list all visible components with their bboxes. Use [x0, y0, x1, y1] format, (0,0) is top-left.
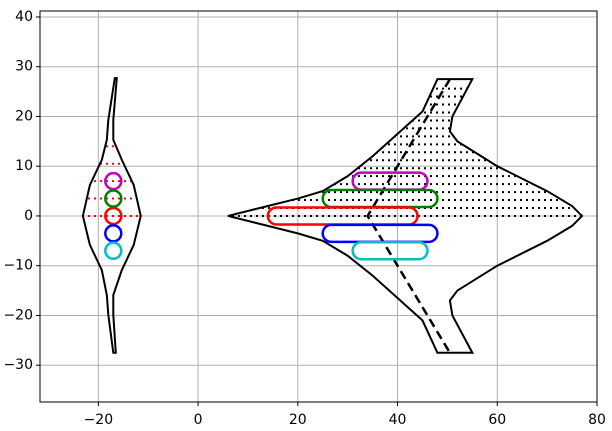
plot-frame	[39, 10, 598, 403]
circle-marker	[104, 189, 123, 208]
capsule	[351, 241, 429, 261]
y-tick-label: 10	[15, 158, 33, 174]
capsule	[321, 188, 439, 209]
capsule	[351, 171, 429, 191]
outline	[227, 78, 584, 354]
y-tick-label: 20	[15, 108, 33, 124]
hatch-group	[227, 87, 583, 217]
circle-marker	[104, 206, 123, 226]
y-tick-label: −30	[3, 357, 33, 373]
hatch-group	[82, 145, 141, 217]
y-tick-label: −10	[3, 258, 33, 274]
x-tick-label: 0	[194, 412, 203, 428]
y-tick-label: 0	[24, 208, 33, 224]
circle-marker	[104, 224, 123, 243]
capsule	[321, 223, 439, 244]
y-tick-label: 40	[15, 9, 33, 25]
outline	[81, 77, 142, 354]
circle-marker	[104, 171, 123, 191]
x-tick-label: 80	[588, 412, 606, 428]
x-tick-label: 20	[289, 412, 307, 428]
x-tick-label: 60	[488, 412, 506, 428]
x-tick-label: −20	[84, 412, 114, 428]
x-tick-label: 40	[389, 412, 407, 428]
circle-marker	[104, 241, 123, 261]
y-tick-label: 30	[15, 59, 33, 75]
dashed-line	[366, 78, 451, 354]
y-tick-label: −20	[3, 307, 33, 323]
